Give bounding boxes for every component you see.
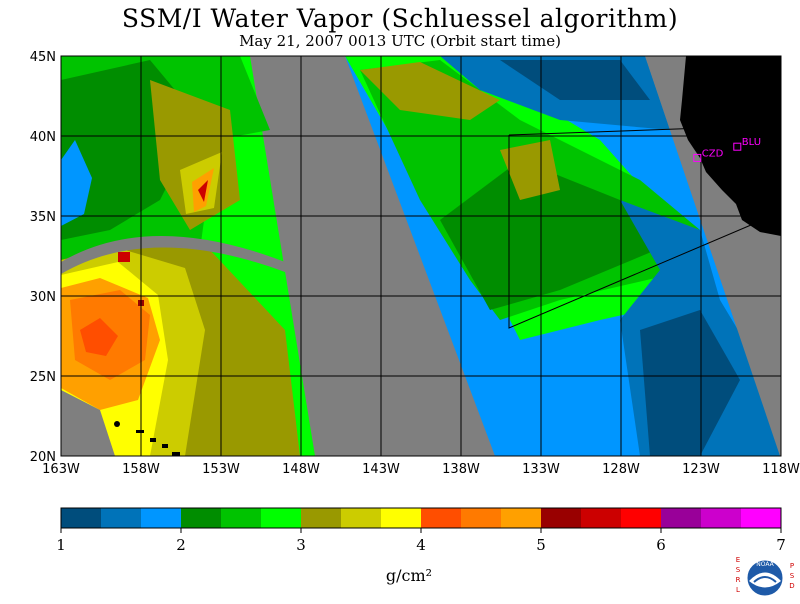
- domain-outline-top: [508, 127, 705, 136]
- lon-label: 148W: [282, 462, 320, 477]
- colorbar-swatch: [341, 508, 382, 528]
- map-grid: [61, 56, 781, 456]
- colorbar-tick-label: 2: [176, 536, 186, 554]
- colorbar-swatch: [61, 508, 102, 528]
- map-frame: [60, 55, 782, 457]
- longitude-labels: 163W 158W 153W 148W 143W 138W 133W 128W 123W 118W: [42, 462, 800, 477]
- lat-label: 25N: [30, 370, 56, 385]
- lat-label: 40N: [30, 130, 56, 145]
- logo-left-letter: E: [736, 556, 740, 564]
- lat-label: 30N: [30, 290, 56, 305]
- colorbar-swatch: [541, 508, 582, 528]
- colorbar-swatch: [221, 508, 262, 528]
- colorbar-tick-label: 1: [56, 536, 66, 554]
- latitude-labels: 45N 40N 35N 30N 25N 20N: [30, 50, 56, 465]
- station-label: CZD: [702, 148, 724, 159]
- lon-label: 153W: [202, 462, 240, 477]
- colorbar-swatch: [581, 508, 622, 528]
- swath-edge-gap: [645, 56, 780, 456]
- lon-label: 138W: [442, 462, 480, 477]
- colorbar-units: g/cm²: [385, 566, 433, 585]
- colorbar-swatch: [261, 508, 302, 528]
- map-title: SSM/I Water Vapor (Schluessel algorithm): [121, 4, 679, 33]
- colorbar-swatch: [381, 508, 422, 528]
- lon-label: 118W: [762, 462, 800, 477]
- colorbar-swatch: [141, 508, 182, 528]
- colorbar-tick-label: 5: [536, 536, 546, 554]
- colorbar-tick-labels: 1 2 3 4 5 6 7: [56, 528, 786, 554]
- lon-label: 133W: [522, 462, 560, 477]
- station-markers: CZD BLU: [693, 137, 761, 162]
- colorbar-tick-label: 6: [656, 536, 666, 554]
- colorbar-swatch: [661, 508, 702, 528]
- colorbar-swatch: [501, 508, 542, 528]
- lon-label: 158W: [122, 462, 160, 477]
- logo-badge-text: NOAA: [756, 561, 774, 568]
- colorbar-swatch: [621, 508, 662, 528]
- logo-left-letter: S: [736, 566, 741, 574]
- colorbar-swatch: [741, 508, 782, 528]
- colorbar-tick-label: 3: [296, 536, 306, 554]
- colorbar-tick-label: 7: [776, 536, 786, 554]
- station-label: BLU: [742, 137, 761, 148]
- colorbar-swatch: [421, 508, 462, 528]
- lon-label: 123W: [682, 462, 720, 477]
- colorbar-swatch: [701, 508, 742, 528]
- western-swath: [61, 56, 315, 456]
- colorbar-swatch: [461, 508, 502, 528]
- map-subtitle: May 21, 2007 0013 UTC (Orbit start time): [239, 32, 561, 50]
- station-marker: [733, 142, 742, 151]
- logo-left-letter: L: [736, 586, 740, 594]
- map-plot-area: CZD BLU: [61, 56, 781, 456]
- colorbar-swatch: [181, 508, 222, 528]
- logo-left-letter: R: [736, 576, 741, 584]
- logo-right-letter: P: [790, 562, 794, 570]
- lon-label: 128W: [602, 462, 640, 477]
- station-marker: [693, 153, 702, 162]
- eastern-swath: [345, 56, 780, 456]
- logo-right-letter: D: [789, 582, 794, 590]
- domain-outline: [508, 135, 752, 329]
- colorbar-swatch: [101, 508, 142, 528]
- lat-label: 20N: [30, 450, 56, 465]
- lat-label: 45N: [30, 50, 56, 65]
- colorbar-tick-label: 4: [416, 536, 426, 554]
- lon-label: 163W: [42, 462, 80, 477]
- land-mass: [680, 56, 781, 236]
- colorbar-swatch: [301, 508, 342, 528]
- lat-label: 35N: [30, 210, 56, 225]
- colorbar: [60, 507, 782, 529]
- lon-label: 143W: [362, 462, 400, 477]
- logo-right-letter: S: [790, 572, 795, 580]
